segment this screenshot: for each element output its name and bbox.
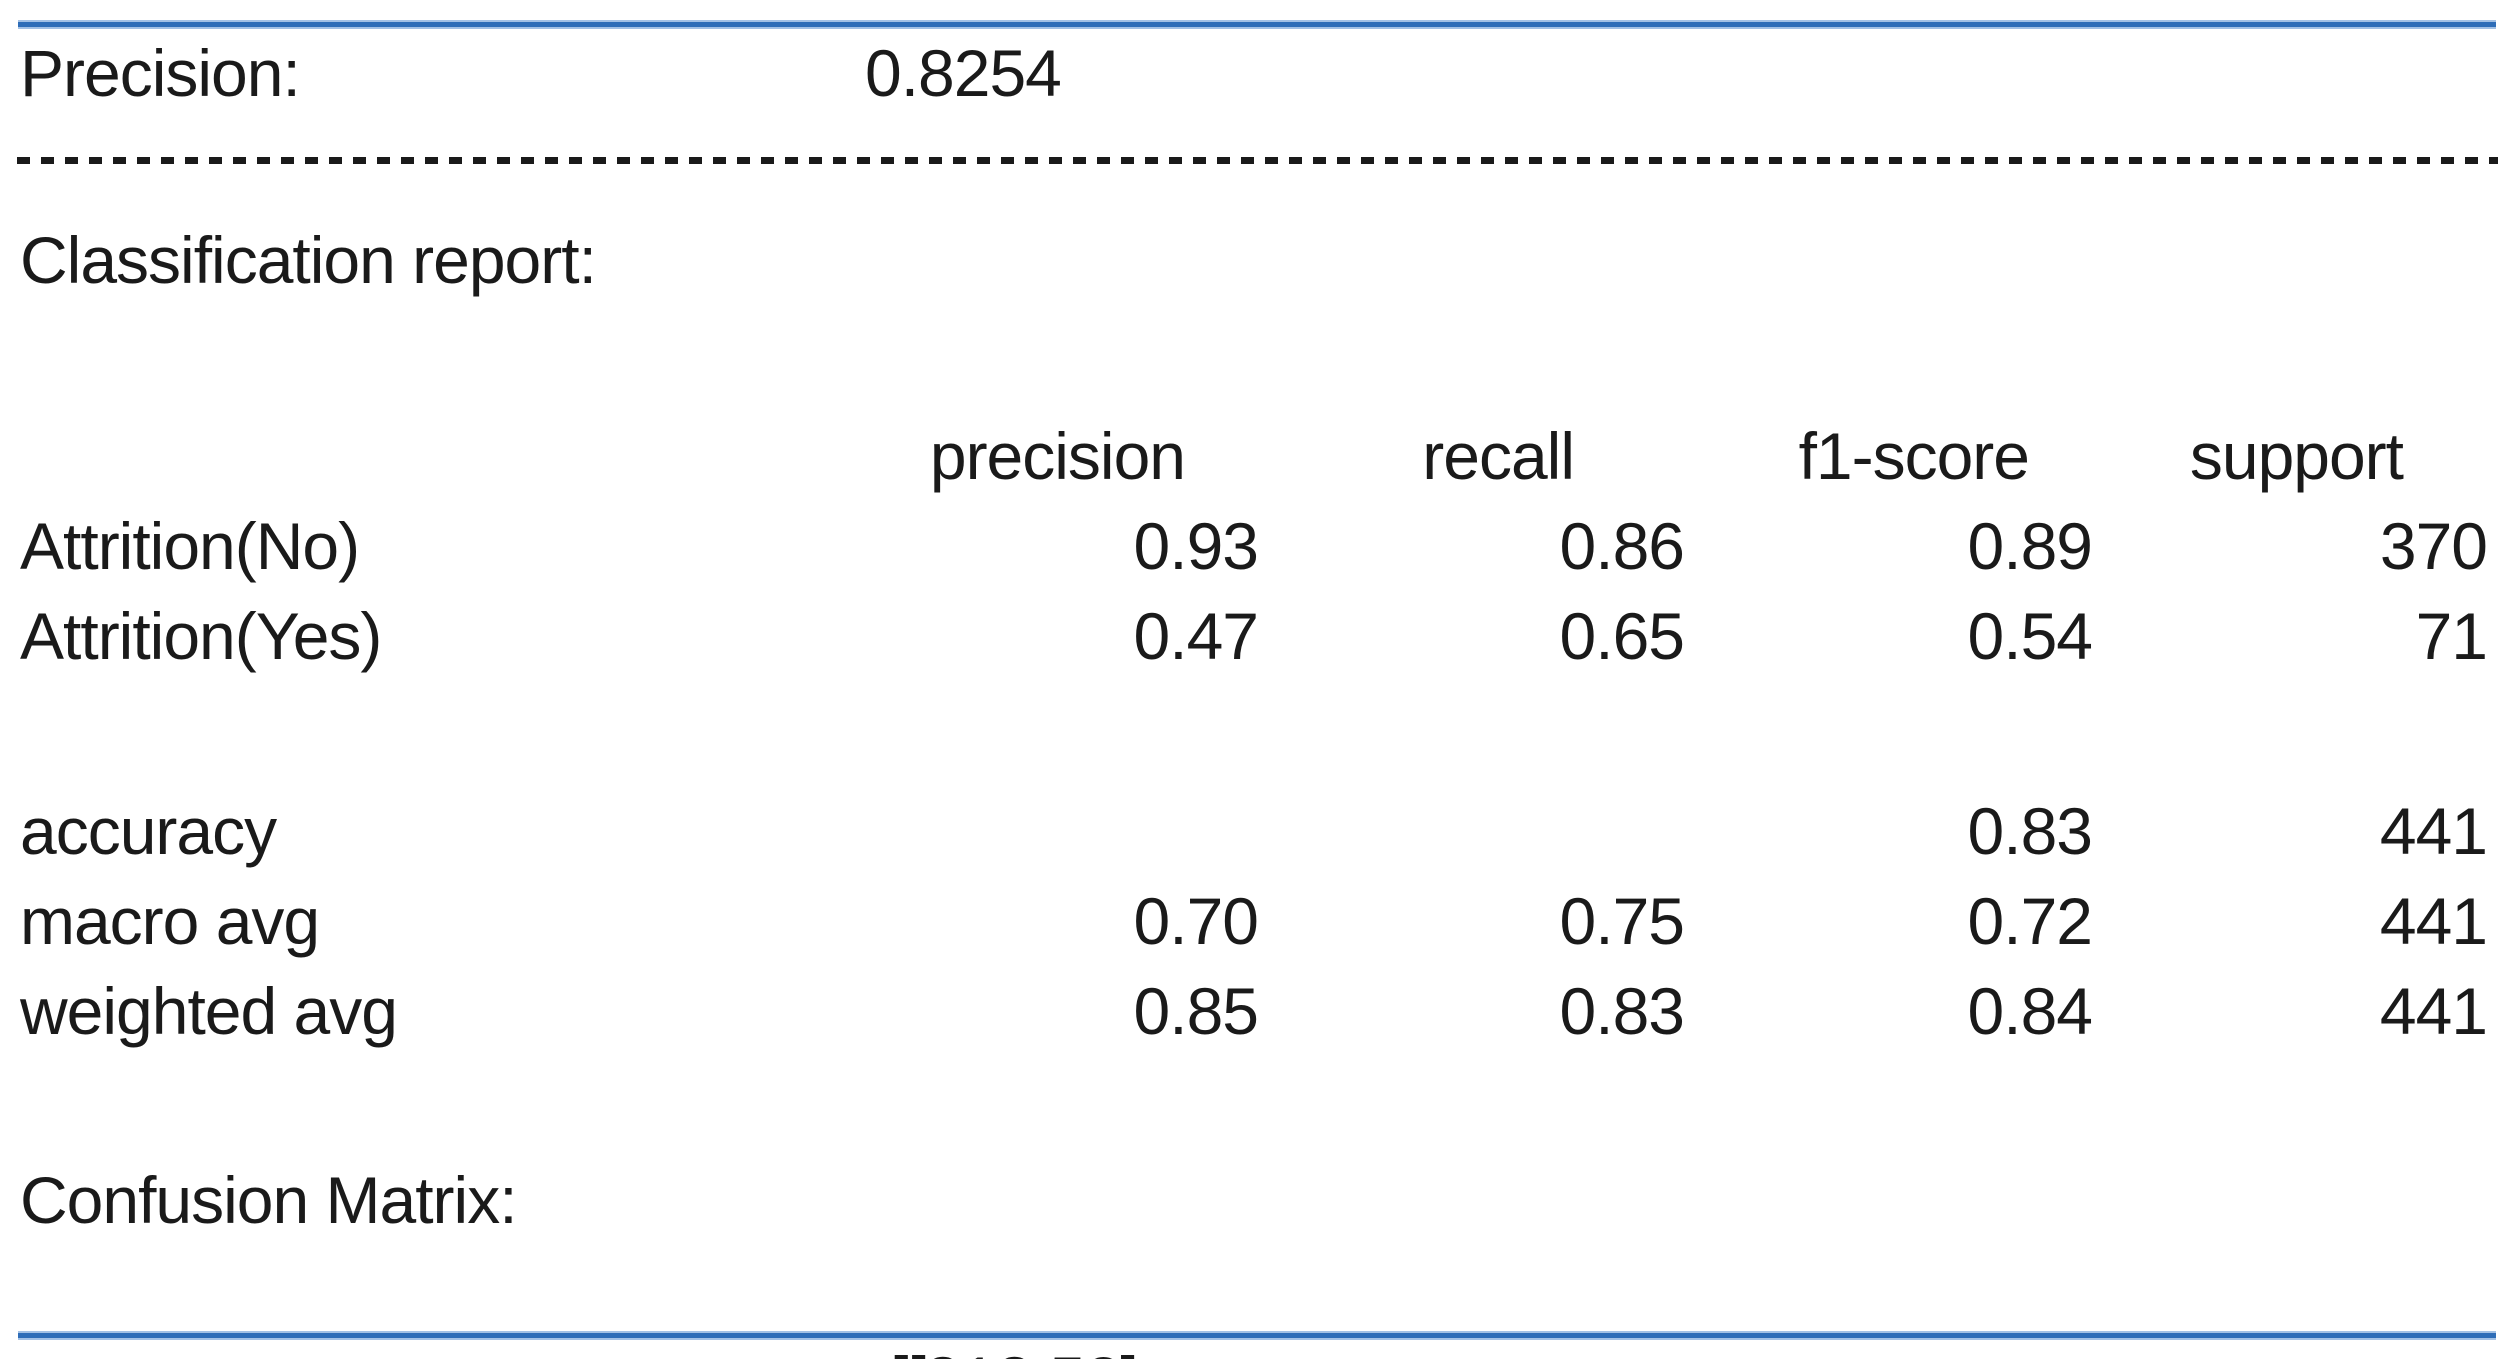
confusion-matrix-label: Confusion Matrix: — [20, 1163, 518, 1237]
precision-label: Precision: — [20, 36, 301, 110]
cell-precision: 0.70 — [1133, 884, 1259, 958]
cell-recall: 0.75 — [1559, 884, 1685, 958]
precision-value: 0.8254 — [865, 36, 1062, 110]
table-row: macro avg 0.70 0.75 0.72 441 — [20, 876, 2488, 966]
cell-support: 370 — [2379, 509, 2488, 583]
cell-support: 441 — [2379, 884, 2488, 958]
top-border-line — [18, 20, 2496, 29]
cell-support: 71 — [2415, 599, 2488, 673]
header-f1-score: f1-score — [1798, 419, 2030, 493]
table-row: accuracy 0.83 441 — [20, 786, 2488, 876]
confusion-matrix-values: [[318 52] [25 46]] — [890, 1155, 1172, 1359]
row-label: Attrition(No) — [20, 509, 360, 583]
table-row: Attrition(Yes) 0.47 0.65 0.54 71 — [20, 591, 2488, 681]
row-label: accuracy — [20, 794, 277, 868]
precision-row: Precision: 0.8254 — [20, 28, 2492, 118]
table-row: Attrition(No) 0.93 0.86 0.89 370 — [20, 501, 2488, 591]
cell-support: 441 — [2379, 794, 2488, 868]
cell-recall: 0.83 — [1559, 974, 1685, 1048]
cell-precision — [880, 786, 1258, 876]
cell-f1: 0.84 — [1967, 974, 2093, 1048]
bottom-border-line — [18, 1331, 2496, 1340]
row-label: Attrition(Yes) — [20, 599, 382, 673]
table-row: weighted avg 0.85 0.83 0.84 441 — [20, 966, 2488, 1056]
cell-recall: 0.65 — [1559, 599, 1685, 673]
header-support: support — [2189, 419, 2404, 493]
classification-report-table: precision recall f1-score support Attrit… — [20, 411, 2488, 1056]
table-header-row: precision recall f1-score support — [20, 411, 2487, 501]
blank-row — [20, 681, 2487, 786]
cell-f1: 0.54 — [1967, 599, 2093, 673]
header-precision: precision — [929, 419, 1186, 493]
cell-f1: 0.72 — [1967, 884, 2093, 958]
row-label: macro avg — [20, 884, 320, 958]
confusion-matrix-block: Confusion Matrix: [[318 52] [25 46]] — [20, 1155, 2492, 1359]
cell-precision: 0.47 — [1133, 599, 1259, 673]
cell-support: 441 — [2379, 974, 2488, 1048]
classification-report-title: Classification report: — [20, 223, 597, 297]
cell-f1: 0.83 — [1967, 794, 2093, 868]
cell-recall — [1258, 786, 1684, 876]
header-recall: recall — [1422, 419, 1575, 493]
header-empty — [20, 411, 880, 501]
cell-precision: 0.85 — [1133, 974, 1259, 1048]
cell-f1: 0.89 — [1967, 509, 2093, 583]
cell-recall: 0.86 — [1559, 509, 1685, 583]
cell-precision: 0.93 — [1133, 509, 1259, 583]
row-label: weighted avg — [20, 974, 398, 1048]
dashed-separator — [17, 157, 2498, 164]
confusion-matrix-row-1: [[318 52] — [890, 1335, 1172, 1359]
